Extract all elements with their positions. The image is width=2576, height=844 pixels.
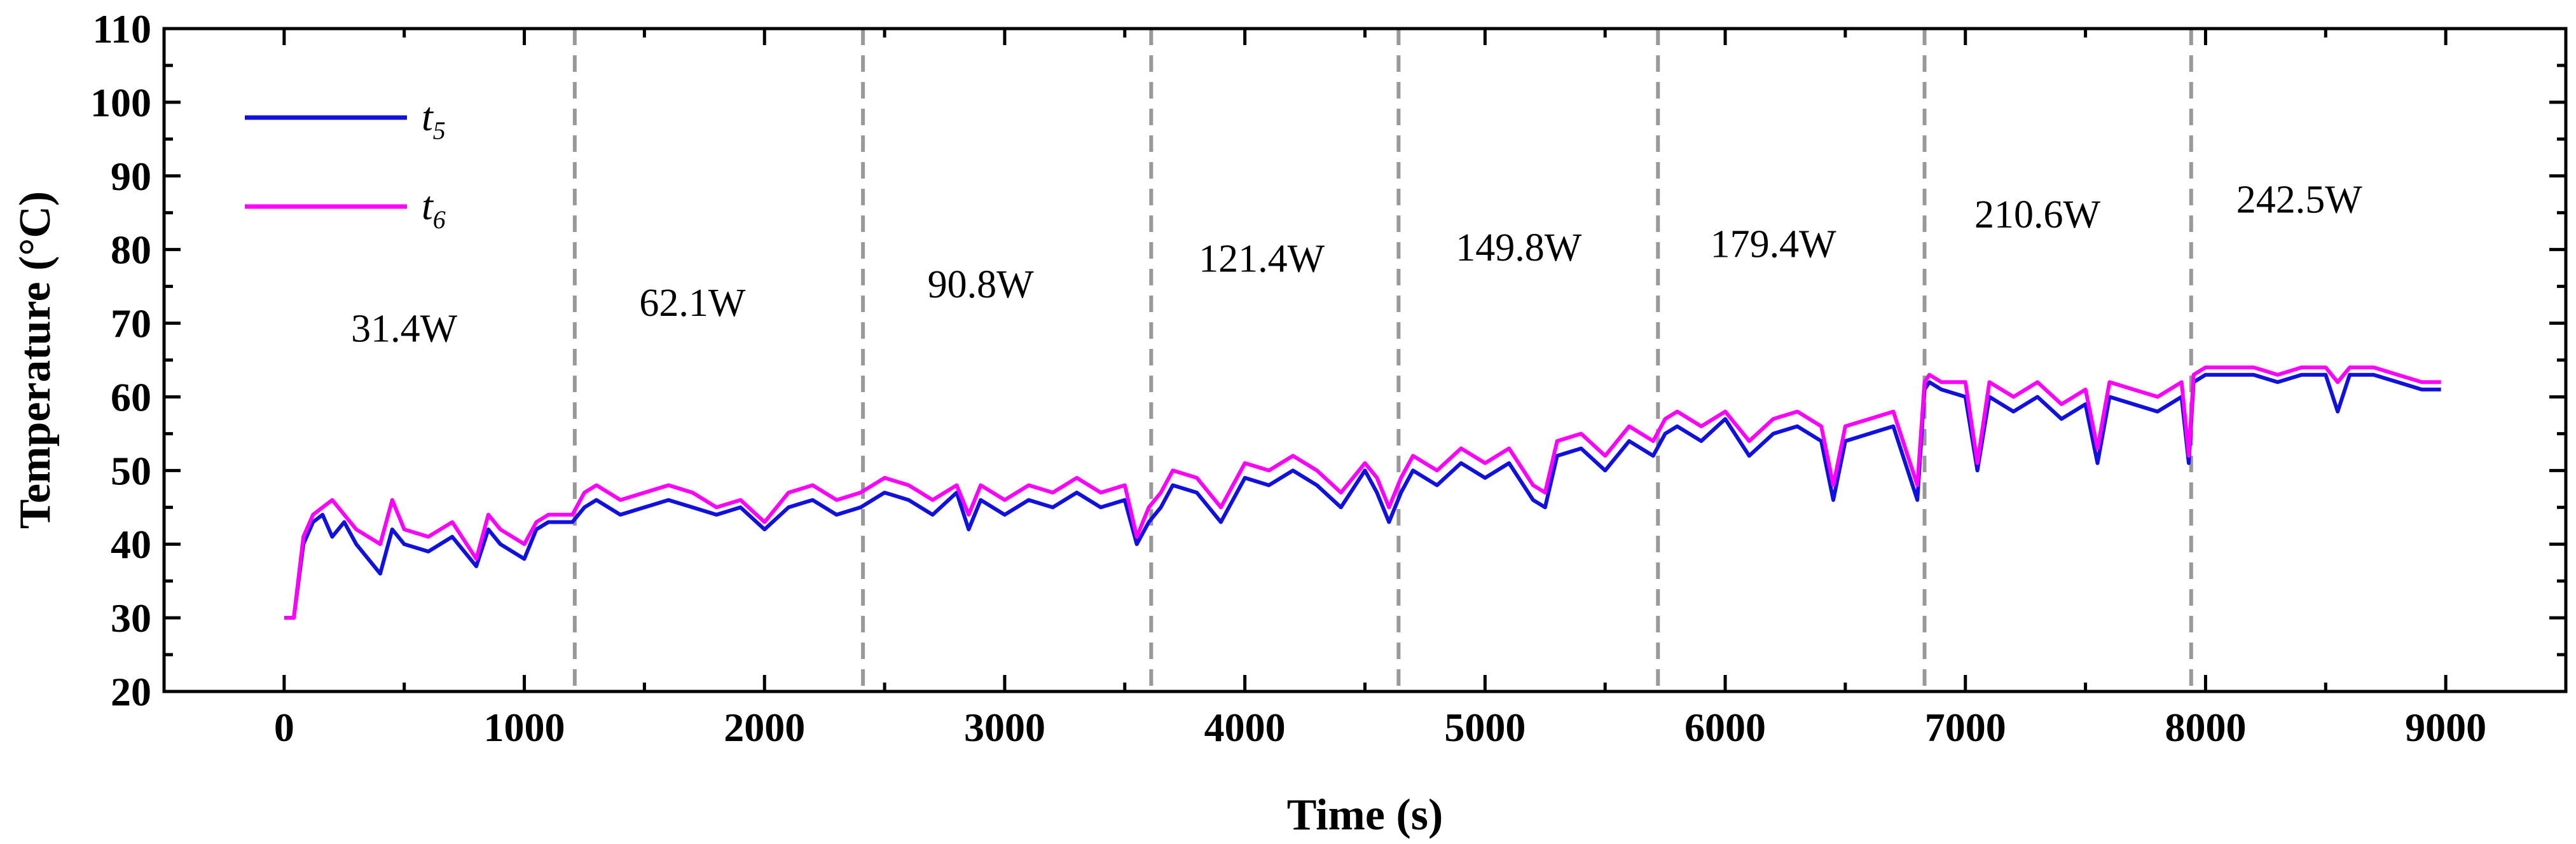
- y-tick-label: 40: [111, 522, 151, 567]
- legend-label-t6-main: t: [422, 183, 434, 228]
- x-tick-label: 2000: [724, 705, 805, 750]
- legend-label-t5-sub: 5: [433, 116, 446, 145]
- x-tick-label: 3000: [964, 705, 1045, 750]
- series-line-t6: [284, 365, 2441, 620]
- series-lines: [284, 365, 2441, 620]
- y-tick-label: 110: [93, 6, 151, 51]
- x-tick-label: 4000: [1204, 705, 1286, 750]
- legend-label-t5: t5: [422, 94, 446, 145]
- x-tick-label: 5000: [1444, 705, 1526, 750]
- y-tick-label: 60: [111, 374, 151, 419]
- legend-label-t5-main: t: [422, 94, 434, 139]
- y-tick-label: 80: [111, 228, 151, 273]
- legend-label-t6-sub: 6: [433, 205, 446, 234]
- axis-ticks: [162, 27, 2568, 693]
- legend: t5 t6: [245, 94, 446, 234]
- x-tick-label: 7000: [1925, 705, 2006, 750]
- power-label: 62.1W: [639, 282, 746, 325]
- power-label: 179.4W: [1711, 222, 1837, 266]
- power-label: 90.8W: [928, 263, 1035, 306]
- axis-tick-labels: 0 1000 2000 3000 4000 5000 6000 7000 8000 9000 20 3…: [90, 6, 2486, 750]
- power-label: 210.6W: [1974, 193, 2101, 236]
- series-line-t5: [284, 372, 2441, 620]
- phase-boundary-lines: [572, 29, 2193, 691]
- y-tick-label: 90: [111, 154, 151, 199]
- x-axis-title: Time (s): [1287, 791, 1443, 840]
- power-label: 31.4W: [351, 308, 458, 351]
- power-label: 149.8W: [1456, 226, 1582, 269]
- x-tick-label: 9000: [2405, 705, 2486, 750]
- y-tick-label: 100: [90, 80, 151, 125]
- y-tick-label: 30: [111, 596, 151, 641]
- plot-area-frame: [162, 27, 2568, 693]
- y-tick-label: 20: [111, 669, 151, 714]
- y-tick-label: 70: [111, 301, 151, 346]
- y-axis-title: Temperature (°C): [11, 191, 60, 529]
- power-annotations: 31.4W 62.1W 90.8W 121.4W 149.8W 179.4W 210.6W 2…: [351, 179, 2362, 351]
- x-tick-label: 0: [274, 705, 294, 750]
- x-tick-label: 6000: [1684, 705, 1766, 750]
- legend-label-t6: t6: [422, 183, 446, 234]
- power-label: 242.5W: [2236, 179, 2363, 222]
- y-tick-label: 50: [111, 448, 151, 493]
- x-tick-label: 1000: [484, 705, 565, 750]
- x-tick-label: 8000: [2165, 705, 2246, 750]
- power-label: 121.4W: [1199, 237, 1325, 280]
